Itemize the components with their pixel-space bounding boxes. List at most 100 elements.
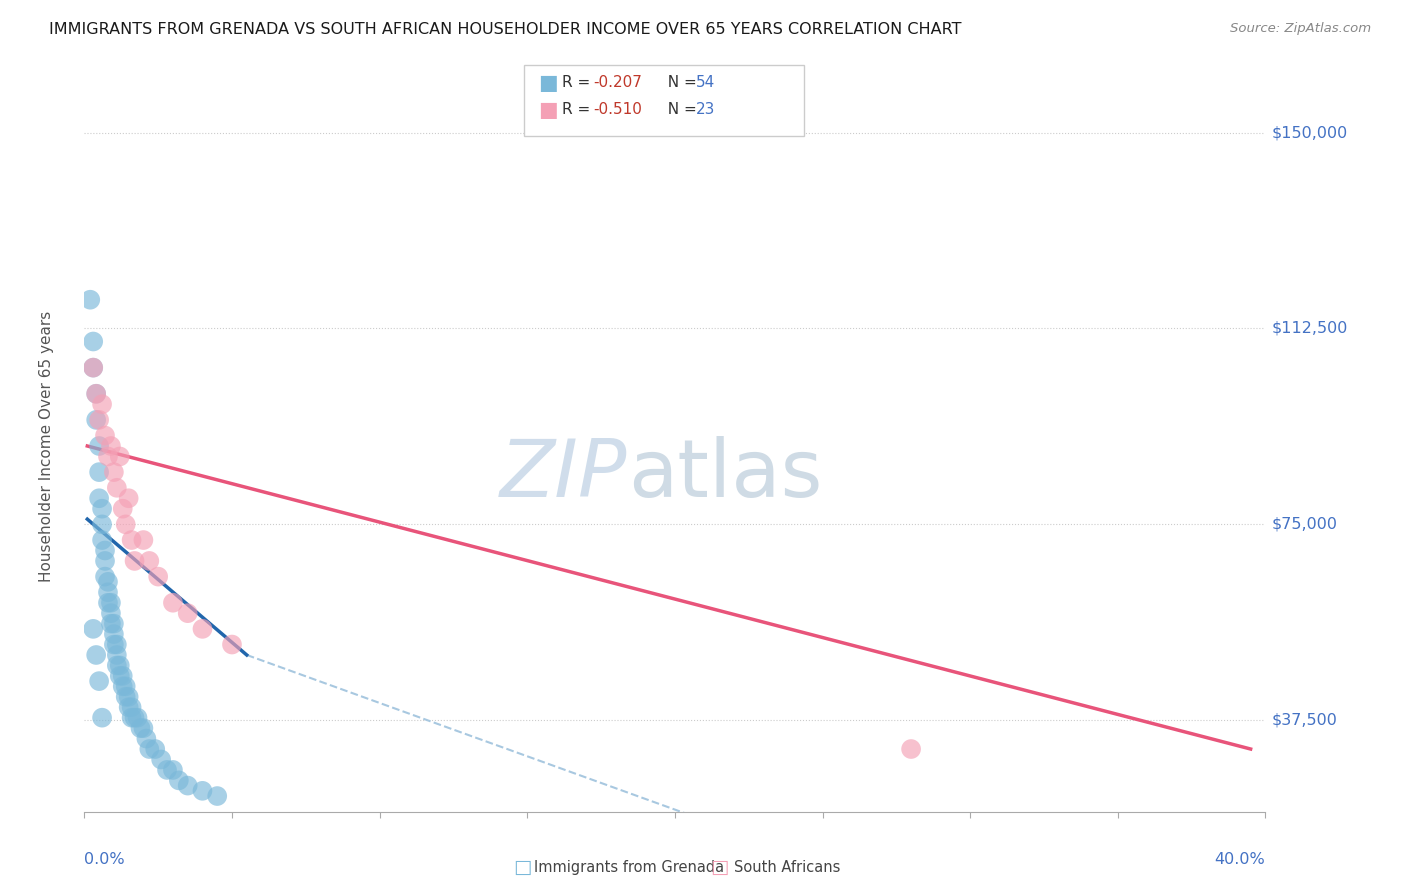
Text: Householder Income Over 65 years: Householder Income Over 65 years — [39, 310, 53, 582]
Point — [87, 674, 111, 689]
Point — [221, 638, 243, 652]
Point — [100, 606, 122, 620]
Point — [108, 658, 131, 673]
Point — [91, 501, 114, 516]
Text: ZIP: ZIP — [501, 436, 627, 515]
Point — [138, 742, 160, 756]
Point — [150, 752, 173, 766]
Point — [124, 711, 146, 725]
Point — [103, 638, 125, 652]
Text: N =: N = — [658, 76, 702, 90]
Point — [103, 627, 125, 641]
Text: -0.207: -0.207 — [593, 76, 643, 90]
Point — [97, 574, 120, 589]
Point — [91, 397, 114, 411]
Point — [94, 543, 117, 558]
Point — [191, 784, 214, 798]
Point — [167, 773, 190, 788]
Point — [91, 517, 114, 532]
Point — [191, 622, 214, 636]
Text: $150,000: $150,000 — [1271, 125, 1347, 140]
Point — [97, 585, 120, 599]
Point — [87, 439, 111, 453]
Point — [114, 679, 136, 693]
Text: atlas: atlas — [627, 436, 823, 515]
Text: $75,000: $75,000 — [1271, 516, 1337, 532]
Point — [121, 711, 143, 725]
Text: South Africans: South Africans — [734, 860, 841, 874]
Text: ■: ■ — [538, 73, 558, 93]
Text: $112,500: $112,500 — [1271, 321, 1348, 336]
Point — [111, 679, 134, 693]
Text: □: □ — [710, 857, 728, 877]
Point — [87, 465, 111, 479]
Point — [148, 569, 170, 583]
Point — [94, 569, 117, 583]
Point — [129, 721, 152, 735]
Point — [118, 690, 141, 704]
Point — [177, 606, 200, 620]
Point — [100, 439, 122, 453]
Point — [111, 501, 134, 516]
Point — [114, 517, 136, 532]
Point — [100, 616, 122, 631]
Point — [84, 386, 107, 401]
Point — [143, 742, 166, 756]
Point — [82, 334, 104, 349]
Point — [114, 690, 136, 704]
Point — [121, 700, 143, 714]
Text: R =: R = — [562, 76, 596, 90]
Point — [97, 596, 120, 610]
Point — [162, 763, 184, 777]
Point — [105, 638, 128, 652]
Point — [91, 711, 114, 725]
Text: Immigrants from Grenada: Immigrants from Grenada — [534, 860, 724, 874]
Point — [156, 763, 179, 777]
Point — [100, 596, 122, 610]
Point — [97, 450, 120, 464]
Point — [132, 721, 155, 735]
Point — [108, 669, 131, 683]
Point — [91, 533, 114, 547]
Point — [207, 789, 229, 803]
Point — [79, 293, 101, 307]
Point — [105, 481, 128, 495]
Point — [135, 731, 157, 746]
Point — [84, 648, 107, 662]
Point — [118, 700, 141, 714]
Point — [118, 491, 141, 506]
Text: N =: N = — [658, 103, 702, 117]
Text: Source: ZipAtlas.com: Source: ZipAtlas.com — [1230, 22, 1371, 36]
Point — [82, 622, 104, 636]
Point — [103, 465, 125, 479]
Point — [82, 360, 104, 375]
Point — [94, 554, 117, 568]
Point — [84, 386, 107, 401]
Text: ■: ■ — [538, 100, 558, 120]
Point — [105, 658, 128, 673]
Point — [127, 711, 149, 725]
Text: $37,500: $37,500 — [1271, 713, 1337, 728]
Point — [94, 428, 117, 442]
Text: 40.0%: 40.0% — [1215, 852, 1265, 867]
Point — [132, 533, 155, 547]
Point — [82, 360, 104, 375]
Point — [87, 491, 111, 506]
Point — [84, 413, 107, 427]
Point — [108, 450, 131, 464]
Point — [103, 616, 125, 631]
Point — [121, 533, 143, 547]
Point — [177, 779, 200, 793]
Text: □: □ — [513, 857, 531, 877]
Point — [162, 596, 184, 610]
Point — [124, 554, 146, 568]
Text: 0.0%: 0.0% — [84, 852, 125, 867]
Text: -0.510: -0.510 — [593, 103, 643, 117]
Point — [87, 413, 111, 427]
Text: 54: 54 — [696, 76, 716, 90]
Text: 23: 23 — [696, 103, 716, 117]
Text: IMMIGRANTS FROM GRENADA VS SOUTH AFRICAN HOUSEHOLDER INCOME OVER 65 YEARS CORREL: IMMIGRANTS FROM GRENADA VS SOUTH AFRICAN… — [49, 22, 962, 37]
Point — [111, 669, 134, 683]
Point — [105, 648, 128, 662]
Point — [138, 554, 160, 568]
